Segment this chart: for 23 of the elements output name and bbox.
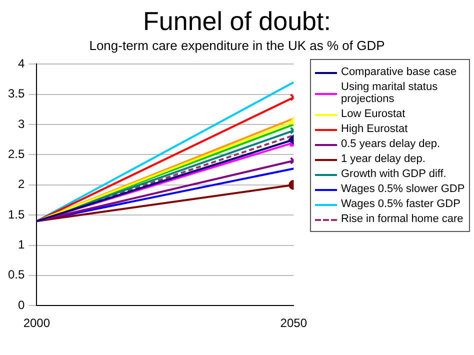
legend-label: Low Eurostat bbox=[341, 108, 406, 120]
legend-label: Using marital status projections bbox=[341, 81, 439, 105]
y-tick-label: 2 bbox=[18, 177, 25, 192]
legend-label: Comparative base case bbox=[341, 66, 457, 78]
legend-label: 0.5 years delay dep. bbox=[341, 138, 440, 150]
x-tick-label: 2050 bbox=[280, 316, 308, 330]
y-tick-label: 0 bbox=[18, 298, 25, 312]
y-tick-label: 2.5 bbox=[8, 147, 25, 162]
legend-label: Wages 0.5% faster GDP bbox=[341, 198, 460, 210]
legend-label: Growth with GDP diff. bbox=[341, 168, 446, 180]
y-tick-label: 0.5 bbox=[8, 268, 25, 282]
y-tick-label: 3.5 bbox=[8, 86, 25, 101]
chart-title: Funnel of doubt: bbox=[142, 6, 332, 36]
y-tick-label: 4 bbox=[18, 56, 25, 71]
x-tick-label: 2000 bbox=[23, 316, 50, 330]
y-tick-label: 3 bbox=[18, 116, 25, 131]
legend-label: High Eurostat bbox=[341, 123, 408, 135]
legend-label: Rise in formal home care bbox=[341, 213, 464, 225]
y-tick-label: 1.5 bbox=[8, 207, 25, 222]
legend-label: Wages 0.5% slower GDP bbox=[341, 183, 465, 195]
chart-subtitle: Long-term care expenditure in the UK as % of GDP bbox=[88, 38, 386, 53]
y-tick-label: 1 bbox=[18, 238, 25, 252]
legend-label: 1 year delay dep. bbox=[341, 153, 426, 165]
